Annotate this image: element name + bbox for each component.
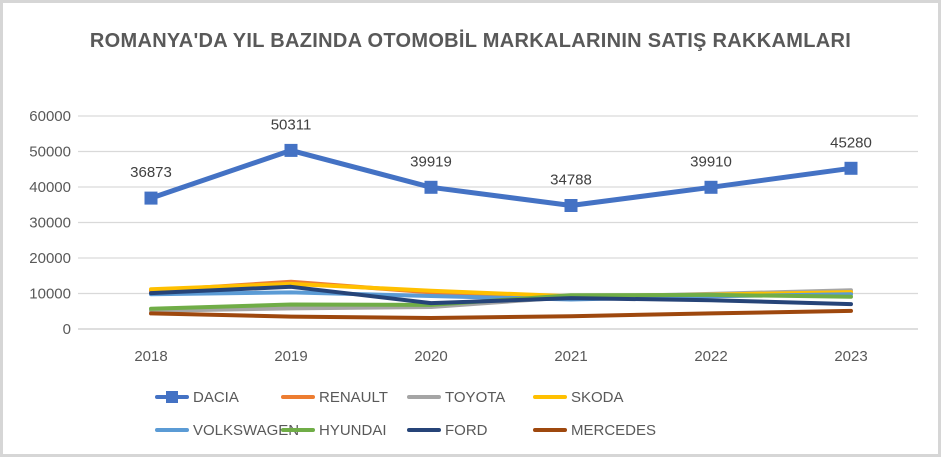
legend: DACIA RENAULT TOYOTA SKODA VOLKSWAGEN HYUNDAI…	[3, 3, 938, 454]
chart-title: ROMANYA'DA YIL BAZINDA OTOMOBİL MARKALAR…	[89, 30, 852, 52]
legend-line-marker	[533, 395, 567, 399]
legend-item-toyota[interactable]: TOYOTA	[407, 388, 505, 406]
legend-line-marker	[281, 428, 315, 432]
legend-square-marker	[166, 391, 178, 403]
legend-item-skoda[interactable]: SKODA	[533, 388, 624, 406]
legend-item-volkswagen[interactable]: VOLKSWAGEN	[155, 421, 299, 439]
legend-line-marker	[281, 395, 315, 399]
legend-line-marker	[533, 428, 567, 432]
legend-label: RENAULT	[319, 388, 388, 406]
legend-item-ford[interactable]: FORD	[407, 421, 488, 439]
legend-line-marker	[155, 428, 189, 432]
legend-label: DACIA	[193, 388, 239, 406]
legend-item-hyundai[interactable]: HYUNDAI	[281, 421, 387, 439]
legend-line-marker	[407, 395, 441, 399]
legend-item-dacia[interactable]: DACIA	[155, 388, 239, 406]
legend-label: TOYOTA	[445, 388, 506, 406]
legend-item-mercedes[interactable]: MERCEDES	[533, 421, 656, 439]
legend-line-marker	[407, 428, 441, 432]
legend-label: HYUNDAI	[319, 421, 387, 439]
legend-item-renault[interactable]: RENAULT	[281, 388, 388, 406]
legend-label: FORD	[445, 421, 488, 439]
legend-line-marker	[155, 391, 189, 403]
legend-label: VOLKSWAGEN	[193, 421, 300, 439]
legend-label: SKODA	[571, 388, 624, 406]
legend-label: MERCEDES	[571, 421, 657, 439]
